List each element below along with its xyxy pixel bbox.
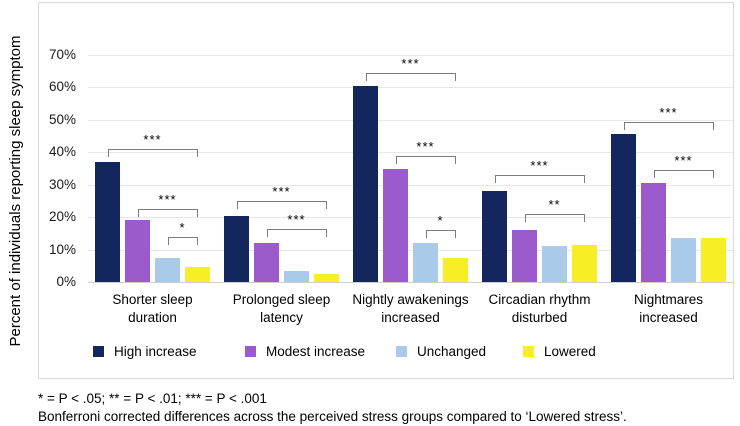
significance-label: *** — [530, 158, 549, 173]
significance-label: ** — [548, 196, 561, 212]
bar-modest-increase-nightmares-increased — [641, 183, 666, 282]
bar-modest-increase-nightly-awakenings-increased — [383, 168, 408, 282]
bar-unchanged-nightly-awakenings-increased — [413, 243, 438, 282]
gridline — [88, 87, 733, 88]
gridline — [88, 250, 733, 251]
legend-swatch-icon — [396, 345, 407, 357]
bar-unchanged-nightmares-increased — [671, 238, 696, 282]
significance-bracket — [167, 236, 198, 245]
significance-label: *** — [416, 138, 435, 154]
category-label: Prolonged sleep latency — [232, 292, 331, 325]
bar-modest-increase-circadian-rhythm-disturbed — [512, 230, 537, 282]
significance-bracket — [425, 230, 456, 239]
y-tick-label: 50% — [48, 112, 76, 127]
category-label: Shorter sleep duration — [112, 292, 193, 325]
bar-unchanged-prolonged-sleep-latency — [284, 270, 309, 282]
bar-high-increase-shorter-sleep-duration — [95, 162, 120, 282]
y-tick-label: 20% — [48, 209, 76, 224]
footnote-significance-key: * = P < .05; ** = P < .01; *** = P < .00… — [38, 391, 267, 406]
legend-item-unchanged: Unchanged — [396, 343, 486, 359]
gridline — [88, 120, 733, 121]
gridline — [88, 217, 733, 218]
significance-label: *** — [401, 55, 420, 71]
bar-high-increase-circadian-rhythm-disturbed — [482, 191, 507, 282]
y-tick-label: 70% — [48, 47, 76, 62]
legend-label: High increase — [114, 343, 197, 359]
y-tick-label: 40% — [48, 144, 76, 159]
category-label: Nightly awakenings increased — [352, 292, 469, 325]
significance-label: *** — [659, 104, 678, 120]
bar-lowered-shorter-sleep-duration — [185, 267, 210, 282]
bar-unchanged-circadian-rhythm-disturbed — [542, 246, 567, 282]
y-tick-label: 60% — [48, 79, 76, 94]
bar-modest-increase-prolonged-sleep-latency — [254, 243, 279, 282]
legend-swatch-icon — [93, 345, 104, 357]
category-label: Circadian rhythm disturbed — [488, 292, 591, 325]
bar-lowered-nightly-awakenings-increased — [443, 257, 468, 282]
bar-lowered-nightmares-increased — [701, 238, 726, 282]
y-tick-label: 0% — [56, 274, 76, 289]
y-tick-label: 30% — [48, 177, 76, 192]
legend-item-lowered: Lowered — [523, 343, 596, 359]
gridline — [88, 152, 733, 153]
significance-label: *** — [287, 211, 306, 227]
significance-bracket — [395, 155, 456, 164]
x-axis-line — [88, 282, 733, 283]
legend-label: Modest increase — [266, 343, 366, 359]
significance-bracket — [623, 121, 714, 130]
bar-unchanged-shorter-sleep-duration — [155, 257, 180, 282]
significance-bracket — [494, 175, 585, 183]
significance-label: * — [179, 219, 186, 235]
gridline — [88, 185, 733, 186]
bar-high-increase-prolonged-sleep-latency — [224, 215, 249, 282]
legend-item-modest-increase: Modest increase — [245, 343, 365, 359]
legend-label: Unchanged — [417, 343, 487, 359]
gridline — [88, 55, 733, 56]
significance-label: *** — [158, 192, 177, 207]
significance-bracket — [137, 209, 198, 217]
legend-item-high-increase: High increase — [93, 343, 197, 359]
bar-lowered-prolonged-sleep-latency — [314, 273, 339, 282]
significance-bracket — [365, 72, 456, 81]
y-tick-label: 10% — [48, 242, 76, 257]
significance-label: *** — [143, 132, 162, 147]
significance-bracket — [236, 200, 327, 209]
significance-label: * — [437, 213, 444, 229]
significance-bracket — [266, 228, 327, 237]
bar-high-increase-nightmares-increased — [611, 134, 636, 282]
category-label: Nightmares increased — [633, 292, 704, 325]
legend-swatch-icon — [523, 345, 534, 357]
significance-label: *** — [272, 183, 291, 199]
significance-bracket — [107, 149, 198, 157]
legend-label: Lowered — [544, 343, 596, 359]
bar-modest-increase-shorter-sleep-duration — [125, 220, 150, 282]
legend-swatch-icon — [245, 345, 256, 357]
significance-bracket — [653, 170, 714, 179]
bar-lowered-circadian-rhythm-disturbed — [572, 244, 597, 282]
significance-label: *** — [674, 153, 693, 169]
footnote-description: Bonferroni corrected differences across … — [38, 409, 627, 424]
bar-high-increase-nightly-awakenings-increased — [353, 85, 378, 282]
significance-bracket — [524, 213, 585, 222]
